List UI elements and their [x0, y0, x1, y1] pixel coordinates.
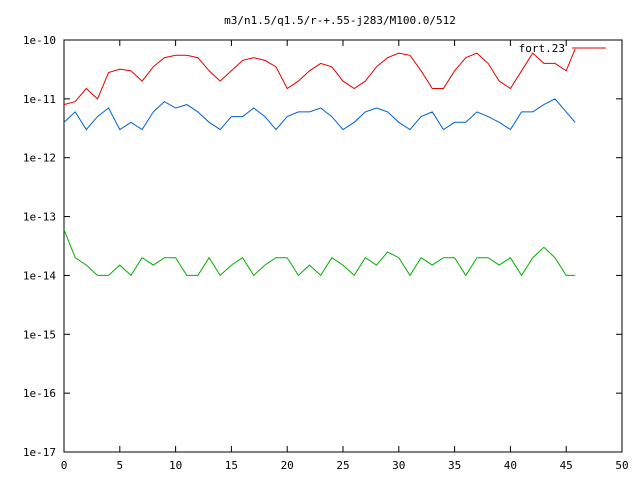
series-layer — [63, 48, 576, 277]
y-tick-label: 1e-10 — [23, 34, 56, 47]
series-line-1 — [63, 48, 576, 106]
legend: fort.23 — [519, 42, 606, 55]
legend-label: fort.23 — [519, 42, 565, 55]
x-tick-label: 35 — [448, 459, 461, 472]
series-line-3 — [63, 229, 576, 277]
x-tick-label: 45 — [560, 459, 573, 472]
y-tick-label: 1e-12 — [23, 152, 56, 165]
chart-title: m3/n1.5/q1.5/r-+.55-j283/M100.0/512 — [224, 14, 456, 27]
x-tick-label: 25 — [336, 459, 349, 472]
axis-ticks: 0 5 10 15 20 25 30 35 40 45 50 1e-17 1e-16 1e-15 1e-14… — [23, 34, 629, 472]
x-tick-label: 5 — [116, 459, 123, 472]
y-tick-label: 1e-11 — [23, 93, 56, 106]
x-tick-label: 15 — [225, 459, 238, 472]
y-tick-label: 1e-17 — [23, 446, 56, 459]
y-tick-label: 1e-16 — [23, 387, 56, 400]
y-tick-label: 1e-15 — [23, 328, 56, 341]
y-tick-label: 1e-13 — [23, 211, 56, 224]
y-tick-label: 1e-14 — [23, 269, 56, 282]
x-tick-label: 50 — [615, 459, 628, 472]
x-tick-label: 30 — [392, 459, 405, 472]
series-line-2 — [63, 98, 576, 131]
x-tick-label: 0 — [61, 459, 68, 472]
plot-frame — [63, 39, 623, 453]
x-tick-label: 10 — [169, 459, 182, 472]
x-tick-label: 40 — [504, 459, 517, 472]
x-tick-label: 20 — [281, 459, 294, 472]
